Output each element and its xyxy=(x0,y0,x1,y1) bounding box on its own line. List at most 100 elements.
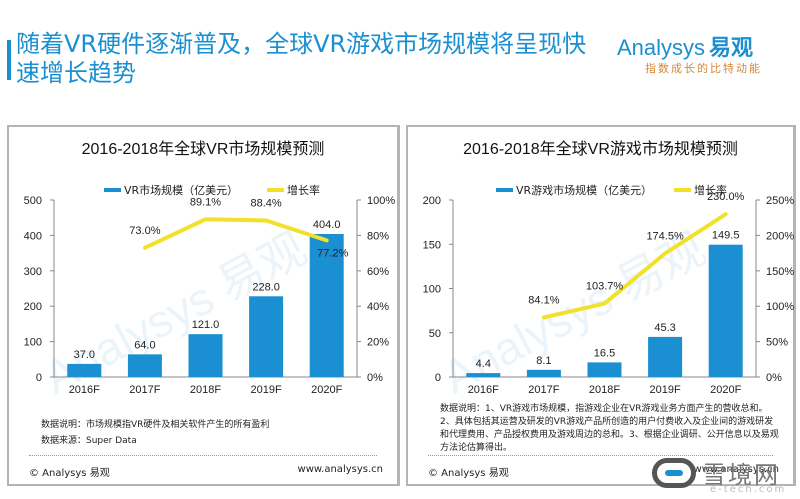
x-tick-label: 2019F xyxy=(250,384,281,396)
bar xyxy=(648,336,683,377)
legend-swatch-blue-icon xyxy=(496,188,513,192)
y-right-tick-label: 50% xyxy=(766,337,788,349)
footer-url[interactable]: www.analysys.cn xyxy=(693,464,779,475)
footer-copyright: © Analysys 易观 xyxy=(29,468,110,479)
y-right-tick-label: 0% xyxy=(367,372,383,384)
chart-panel-vr-game-market: Analysys 易观 2016-2018年全球VR游戏市场规模预测 VR游戏市… xyxy=(406,125,796,486)
bar xyxy=(249,296,284,377)
growth-rate-label: 103.7% xyxy=(586,281,624,293)
chart-vr-game-market: 0 50 100 150 200 0% 50% 100% 150% 200% 250% 4.4 2016… xyxy=(423,191,795,396)
bar-value-label: 16.5 xyxy=(594,347,615,359)
legend-item-line: 增长率 xyxy=(267,182,320,198)
y-right-tick-label: 250% xyxy=(766,195,794,207)
y-left-tick-label: 200 xyxy=(423,195,441,207)
bar xyxy=(127,354,162,377)
y-right-tick-label: 200% xyxy=(766,230,794,242)
data-source: 数据来源：Super Data xyxy=(41,436,137,446)
y-left-tick-label: 100 xyxy=(423,284,441,296)
growth-rate-point xyxy=(725,213,727,215)
x-tick-label: 2017F xyxy=(528,384,559,396)
data-note: 数据说明：1、VR游戏市场规模，指游戏企业在VR游戏业务方面产生的营收总和。2、… xyxy=(440,404,779,453)
legend-label: 增长率 xyxy=(694,184,727,197)
y-right-tick-label: 150% xyxy=(766,266,794,278)
growth-rate-line xyxy=(541,212,728,320)
x-tick-label: 2018F xyxy=(589,384,620,396)
chart-panel-vr-market: Analysys 易观 2016-2018年全球VR市场规模预测 VR市场规模（… xyxy=(7,125,400,486)
growth-rate-line xyxy=(142,217,329,250)
bar xyxy=(526,369,561,377)
bar-value-label: 404.0 xyxy=(313,219,341,231)
y-left-tick-label: 300 xyxy=(24,266,42,278)
chart-vr-market: 0 100 200 300 400 500 0% 20% 40% 60% 80% 100% 37.0 20… xyxy=(24,195,396,396)
bar-value-label: 37.0 xyxy=(74,349,95,361)
growth-rate-point xyxy=(205,218,206,220)
footer-url[interactable]: www.analysys.cn xyxy=(297,464,383,475)
legend-label: VR游戏市场规模（亿美元） xyxy=(516,184,653,197)
bar-value-label: 45.3 xyxy=(654,322,675,334)
legend-label: VR市场规模（亿美元） xyxy=(124,184,239,197)
growth-rate-point xyxy=(664,252,666,254)
bar-value-label: 121.0 xyxy=(192,319,220,331)
y-right-tick-label: 0% xyxy=(766,372,782,384)
bar xyxy=(188,334,223,377)
bar xyxy=(67,363,102,377)
logo-wordmark: Analysys 易观 xyxy=(617,35,754,60)
y-left-tick-label: 500 xyxy=(24,195,42,207)
legend-label: 增长率 xyxy=(287,184,320,197)
data-note: 数据说明：市场规模指VR硬件及相关软件产生的所有盈利 xyxy=(41,420,270,430)
y-left-tick-label: 400 xyxy=(24,230,42,242)
divider xyxy=(29,455,377,456)
growth-rate-point xyxy=(326,239,328,241)
legend-swatch-blue-icon xyxy=(104,188,121,192)
growth-rate-label: 89.1% xyxy=(190,196,221,208)
x-tick-label: 2020F xyxy=(311,384,342,396)
bar xyxy=(708,244,743,377)
y-left-tick-label: 0 xyxy=(36,372,42,384)
page-title: 随着VR硬件逐渐普及，全球VR游戏市场规模将呈现快速增长趋势 xyxy=(16,30,587,87)
growth-rate-point xyxy=(265,220,267,222)
x-tick-label: 2020F xyxy=(710,384,741,396)
legend-swatch-yellow-icon xyxy=(674,188,691,192)
y-left-tick-label: 0 xyxy=(435,372,441,384)
x-tick-label: 2019F xyxy=(649,384,680,396)
bar xyxy=(309,233,344,377)
bar xyxy=(587,362,622,377)
analysys-logo: Analysys 易观 指数成长的比特动能 xyxy=(617,30,797,80)
divider xyxy=(428,455,773,456)
x-tick-label: 2018F xyxy=(190,384,221,396)
growth-rate-point xyxy=(144,247,146,249)
y-right-tick-label: 20% xyxy=(367,337,389,349)
x-tick-label: 2016F xyxy=(69,384,100,396)
growth-rate-label: 84.1% xyxy=(528,294,559,306)
y-left-tick-label: 100 xyxy=(24,337,42,349)
bar-value-label: 8.1 xyxy=(536,355,551,367)
x-tick-label: 2017F xyxy=(129,384,160,396)
growth-rate-label: 230.0% xyxy=(707,191,745,203)
y-right-tick-label: 40% xyxy=(367,301,389,313)
x-tick-label: 2016F xyxy=(468,384,499,396)
site-watermark-sub: e-tech.com xyxy=(710,484,787,495)
site-watermark-text: 雪境网 xyxy=(702,461,780,489)
chart-title: 2016-2018年全球VR市场规模预测 xyxy=(81,141,325,158)
logo-tagline: 指数成长的比特动能 xyxy=(645,62,762,75)
chart-title: 2016-2018年全球VR游戏市场规模预测 xyxy=(463,141,738,158)
growth-rate-label: 88.4% xyxy=(250,198,281,210)
y-left-tick-label: 150 xyxy=(423,239,441,251)
bar-value-label: 228.0 xyxy=(252,281,280,293)
site-watermark-logo-icon xyxy=(652,458,696,488)
growth-rate-point xyxy=(543,316,545,318)
growth-rate-point xyxy=(604,303,605,305)
y-left-tick-label: 50 xyxy=(429,328,441,340)
bar xyxy=(466,373,501,377)
legend-item-bars: VR市场规模（亿美元） xyxy=(104,182,238,198)
bar-value-label: 4.4 xyxy=(476,358,491,370)
y-right-tick-label: 80% xyxy=(367,230,389,242)
y-right-tick-label: 100% xyxy=(367,195,395,207)
bar-value-label: 64.0 xyxy=(134,339,155,351)
growth-rate-label: 73.0% xyxy=(129,225,160,237)
y-right-tick-label: 100% xyxy=(766,301,794,313)
growth-rate-label: 77.2% xyxy=(317,247,348,259)
legend-item-line: 增长率 xyxy=(674,182,727,198)
legend-item-bars: VR游戏市场规模（亿美元） xyxy=(496,182,652,198)
title-accent-bar xyxy=(7,40,11,80)
